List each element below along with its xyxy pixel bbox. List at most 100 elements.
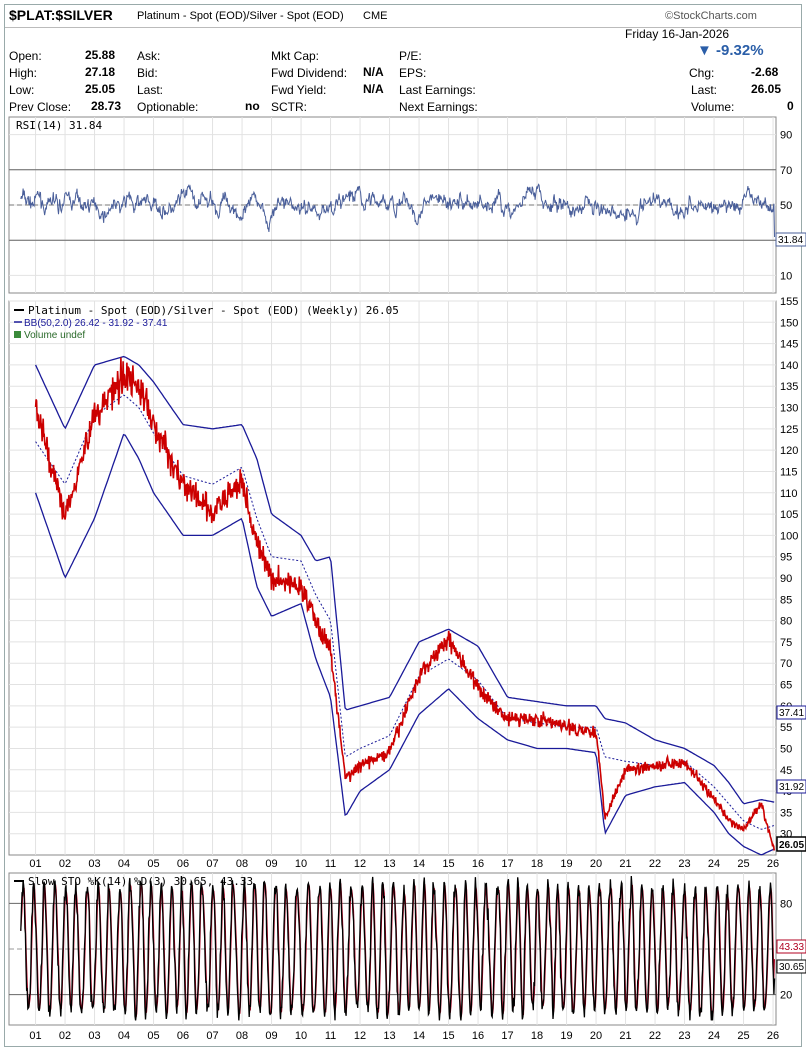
x-tick-02: 02 [59,1030,71,1042]
sto-y-tick-20: 20 [780,990,792,1002]
x-tick-20: 20 [590,858,602,870]
sto-d-tag: 43.33 [776,939,806,954]
rsi-title: RSI(14) 31.84 [16,119,102,132]
x-tick-23: 23 [678,1030,690,1042]
open-label: Open: [9,49,42,63]
rsi-y-ticks: 9070503010 [780,130,792,283]
x-tick-14: 14 [413,1030,425,1042]
x-tick-19: 19 [560,1030,572,1042]
price-line [34,357,775,851]
x-tick-08: 08 [236,858,248,870]
chg-value: -2.68 [751,65,779,79]
x-tick-12: 12 [354,858,366,870]
sto-title: Slow STO %K(14) %D(3) 30.65, 43.33 [28,875,253,888]
high-value: 27.18 [85,65,116,79]
rsi-y-tick-70: 70 [780,165,792,177]
x-tick-09: 09 [265,858,277,870]
x-tick-10: 10 [295,1030,307,1042]
x-tick-14: 14 [413,858,425,870]
open-value: 25.88 [85,48,116,62]
price-y-tick-75: 75 [780,637,792,649]
rsi-y-tick-10: 10 [780,270,792,282]
bb-middle-value: 31.92 [779,782,804,793]
price-y-ticks: 155 150 145 140 135 130 125 120 115 110 105 100 95 90… [780,296,798,841]
x-tick-11: 11 [325,858,336,870]
price-legend-bb: BB(50,2.0) 26.42 - 31.92 - 37.41 [24,318,168,329]
price-y-tick-110: 110 [780,488,798,500]
x-tick-06: 06 [177,1030,189,1042]
rsi-y-tick-90: 90 [780,130,792,142]
sto-y-tick-80: 80 [780,898,792,910]
x-tick-05: 05 [147,858,159,870]
x-tick-26: 26 [767,1030,779,1042]
x-tick-25: 25 [737,1030,749,1042]
sto-k-value: 30.65 [779,962,804,973]
volume-label: Volume: [691,100,735,114]
x-tick-09: 09 [265,1030,277,1042]
price-panel: 155 150 145 140 135 130 125 120 115 110 105 100 95 90… [8,296,806,856]
bb-upper-line [35,355,775,805]
x-tick-18: 18 [531,858,543,870]
x-tick-07: 07 [206,1030,218,1042]
bid-label: Bid: [137,66,158,80]
sto-x-ticks: 01 02 03 04 05 06 07 08 09 10 11 12 13 14 15 16 17 18 19 20… [29,1030,779,1042]
x-tick-16: 16 [472,858,484,870]
x-tick-23: 23 [678,858,690,870]
price-y-tick-145: 145 [780,339,798,351]
price-legend-volume: Volume undef [24,330,85,341]
x-tick-07: 07 [206,858,218,870]
x-tick-26: 26 [767,858,779,870]
price-y-tick-65: 65 [780,680,792,692]
sto-k-line [20,875,776,1021]
price-y-tick-100: 100 [780,530,798,542]
price-y-tick-85: 85 [780,594,792,606]
x-tick-02: 02 [59,858,71,870]
price-x-ticks: 01 02 03 04 05 06 07 08 09 10 11 12 13 14 15 16 17 18 19 20… [29,858,779,870]
stochastic-panel: 805020 Slow STO %K(14) %D(3) 30.65, 43.3… [8,872,806,1026]
x-tick-15: 15 [442,1030,454,1042]
x-tick-11: 11 [325,1030,336,1042]
mktcap-label: Mkt Cap: [271,49,320,63]
rsi-last-value: 31.84 [778,235,803,246]
sto-d-value: 43.33 [779,942,804,953]
price-y-tick-50: 50 [780,743,792,755]
price-y-tick-125: 125 [780,424,798,436]
price-y-tick-105: 105 [780,509,798,521]
rsi-panel: 9070503010 RSI(14) 31.84 31.84 [8,116,806,294]
bb-lower-line [34,433,775,856]
last-price-tag: 26.05 [776,836,806,852]
price-y-tick-130: 130 [780,403,798,415]
x-tick-06: 06 [177,858,189,870]
x-tick-19: 19 [560,858,572,870]
price-y-tick-45: 45 [780,765,792,777]
quote-date: Friday 16-Jan-2026 [625,27,730,41]
price-y-tick-155: 155 [780,296,798,308]
last-price-tag-value: 26.05 [779,840,804,851]
chart-header: $PLAT:$SILVER Platinum - Spot (EOD)/Silv… [5,5,801,28]
x-tick-16: 16 [472,1030,484,1042]
x-tick-03: 03 [88,858,100,870]
price-legend-main: Platinum - Spot (EOD)/Silver - Spot (EOD… [28,304,399,317]
x-tick-21: 21 [619,858,631,870]
price-y-tick-55: 55 [780,722,792,734]
x-tick-24: 24 [708,1030,720,1042]
last-earnings-label: Last Earnings: [399,83,476,97]
x-tick-12: 12 [354,1030,366,1042]
optionable-value: no [245,99,260,113]
bb-upper-tag: 37.41 [776,705,806,720]
rsi-levels [9,169,776,241]
rsi-line [20,183,775,238]
high-label: High: [9,66,38,80]
x-tick-20: 20 [590,1030,602,1042]
rsi-y-tick-50: 50 [780,200,792,212]
exchange: CME [363,10,388,22]
x-tick-18: 18 [531,1030,543,1042]
price-y-tick-80: 80 [780,616,792,628]
price-y-tick-35: 35 [780,807,792,819]
prev-close-label: Prev Close: [9,100,72,114]
x-tick-03: 03 [88,1030,100,1042]
bb-upper-value: 37.41 [779,708,804,719]
brand: ©StockCharts.com [665,10,757,22]
sto-k-tag: 30.65 [776,959,806,974]
